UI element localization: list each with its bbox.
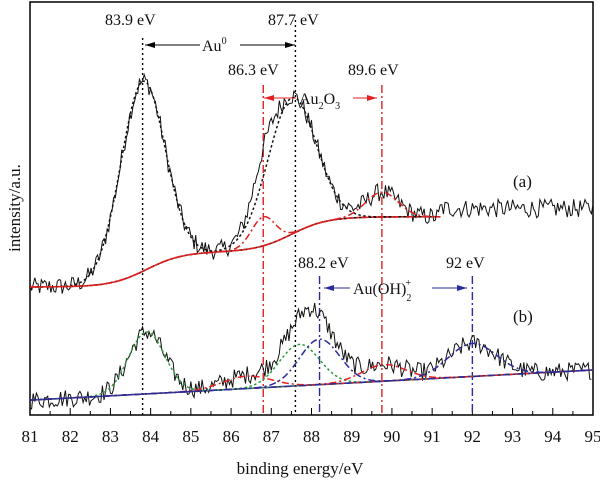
x-tick-label: 83 [102, 427, 119, 446]
x-tick-label: 82 [62, 427, 79, 446]
panel-a-label: (a) [513, 172, 532, 191]
curves [29, 72, 594, 410]
x-tick-label: 81 [22, 427, 39, 446]
x-tick-label: 93 [504, 427, 521, 446]
plot-frame [29, 1, 594, 416]
annotations: 83.9 eV 87.7 eV Au0 86.3 eV 89.6 eV Au2O… [105, 12, 533, 326]
x-ticks: 81 82 83 84 85 86 87 88 89 90 91 92 93 94 95 [22, 408, 600, 446]
raw-spectrum-a [29, 72, 594, 294]
au0-left-label: 83.9 eV [105, 12, 156, 29]
fit-component [30, 191, 441, 288]
raw-spectrum-b [29, 302, 592, 410]
fit-component [30, 80, 441, 288]
background-a [30, 216, 441, 288]
x-tick-label: 84 [142, 427, 160, 446]
x-tick-label: 88 [303, 427, 320, 446]
x-tick-label: 86 [223, 427, 240, 446]
x-tick-label: 89 [343, 427, 360, 446]
fit-component [29, 343, 594, 401]
fit-component [29, 342, 594, 401]
auoh-left-label: 88.2 eV [298, 255, 349, 272]
x-tick-label: 85 [182, 427, 199, 446]
y-axis-label: intensity/a.u. [5, 164, 24, 252]
au2o3-left-label: 86.3 eV [228, 62, 279, 79]
x-axis-label: binding energy/eV [237, 459, 364, 478]
x-tick-label: 95 [585, 427, 600, 446]
fit-component [29, 338, 594, 401]
x-tick-label: 91 [424, 427, 441, 446]
auoh-label: Au(OH)2+ [353, 278, 411, 304]
auoh-right-label: 92 eV [446, 255, 485, 272]
x-tick-label: 94 [544, 427, 562, 446]
au0-right-label: 87.7 eV [268, 12, 319, 29]
au0-label: Au0 [202, 36, 227, 55]
x-tick-label: 92 [464, 427, 481, 446]
panel-b-label: (b) [513, 307, 533, 326]
x-tick-label: 90 [383, 427, 400, 446]
x-tick-label: 87 [263, 427, 281, 446]
au2o3-right-label: 89.6 eV [348, 62, 399, 79]
fit-component [30, 215, 441, 288]
reference-lines [141, 20, 474, 415]
au2o3-label: Au2O3 [299, 91, 340, 112]
